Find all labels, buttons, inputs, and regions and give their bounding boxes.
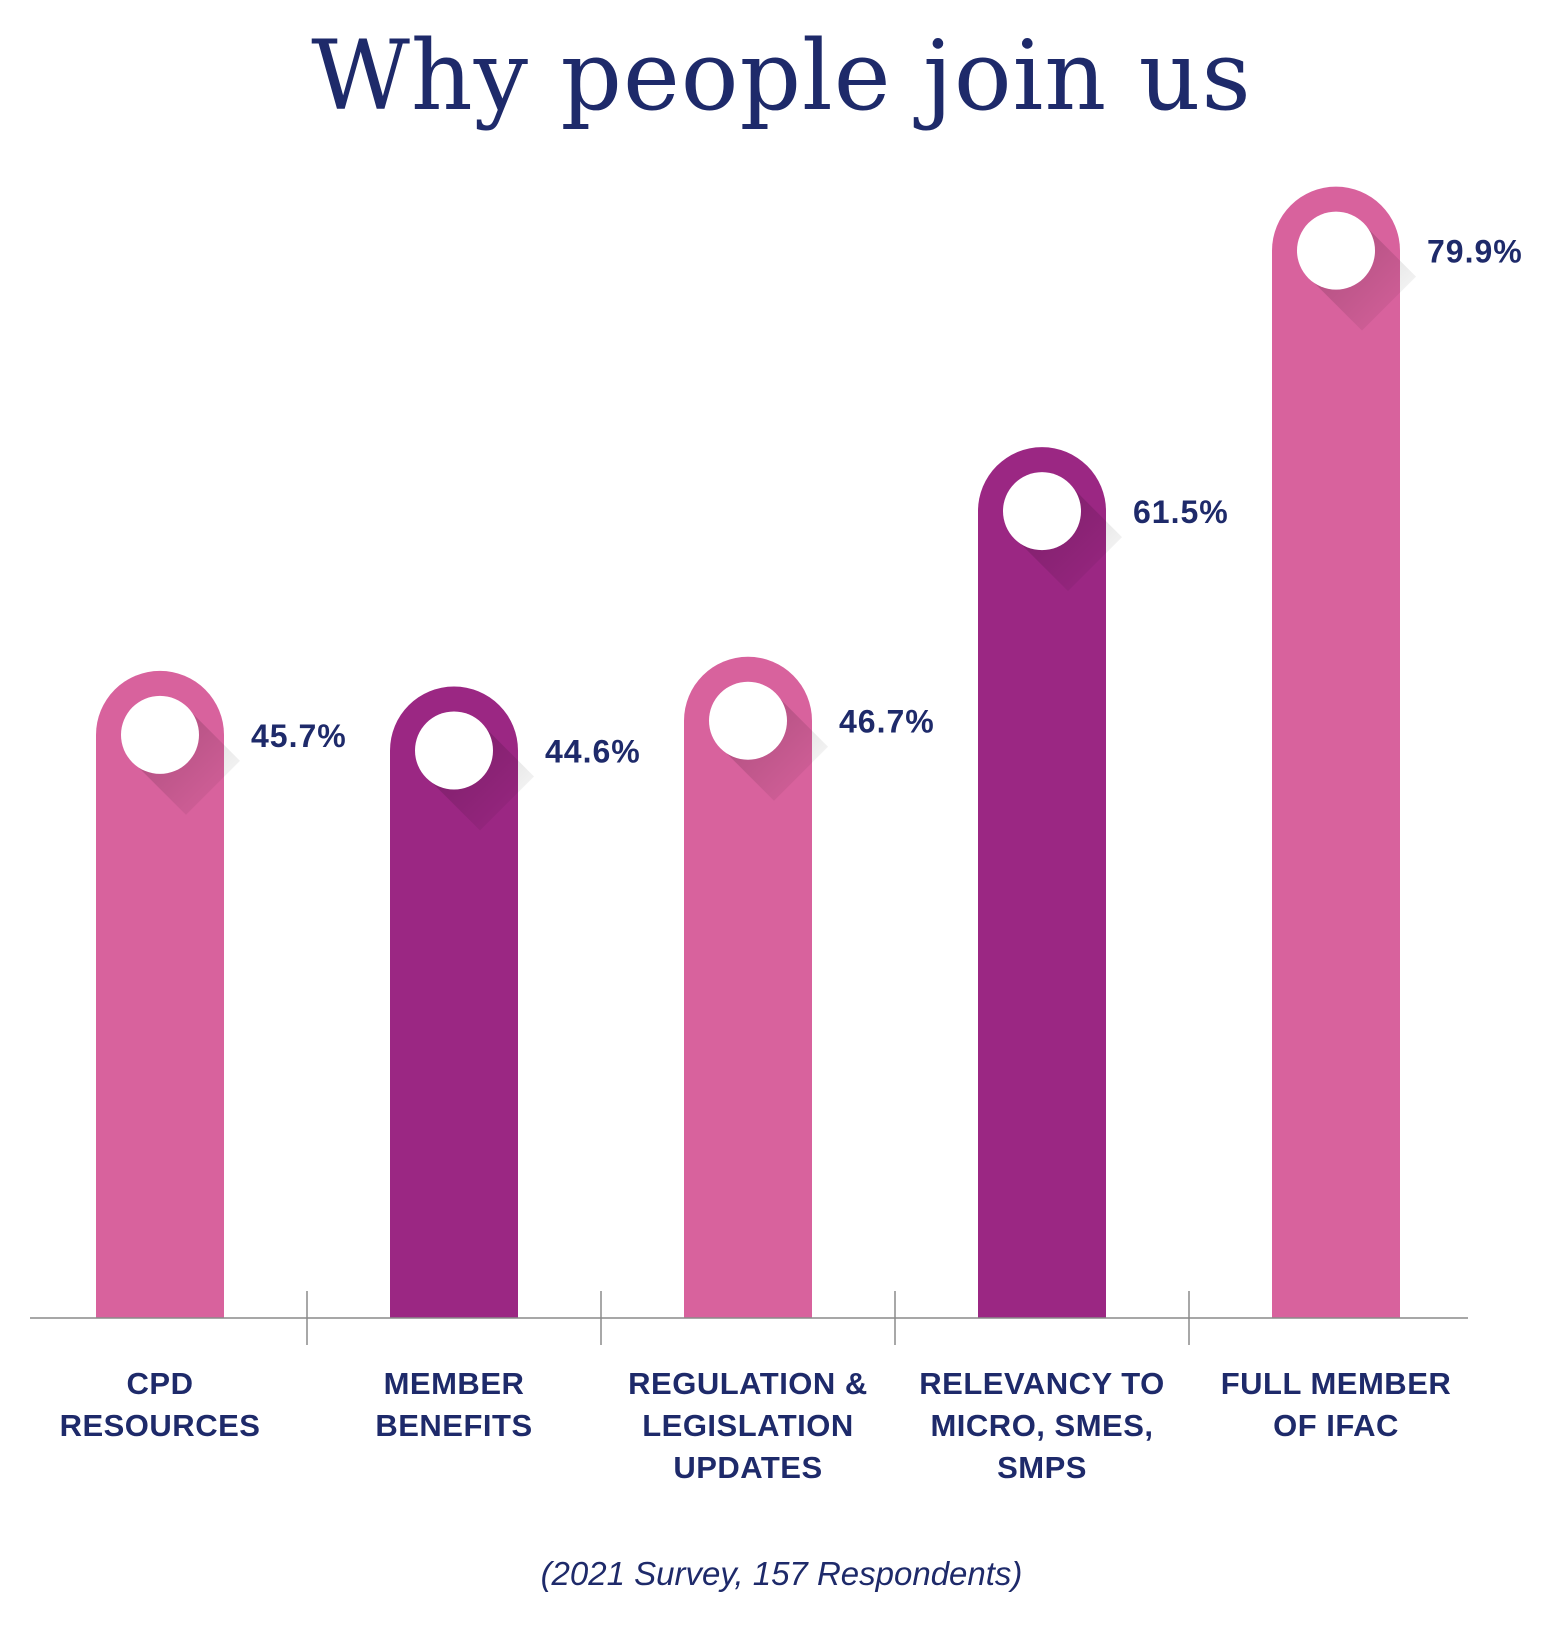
category-label: RELEVANCY TO MICRO, SMES, SMPS [919,1366,1165,1485]
footnote: (2021 Survey, 157 Respondents) [540,1555,1023,1592]
bar-hole [1003,472,1081,551]
data-label: 46.7% [839,704,935,740]
bar-hole [709,681,787,760]
category-label: FULL MEMBER OF IFAC [1220,1366,1452,1443]
category-label: REGULATION & LEGISLATION UPDATES [628,1366,868,1485]
bar [96,670,224,1318]
bar-hole [1297,211,1375,290]
category-label: MEMBER BENEFITS [375,1366,533,1443]
data-label: 45.7% [251,718,347,754]
bar [390,686,518,1318]
bar [684,656,812,1318]
category-label: CPD RESOURCES [59,1366,261,1443]
bar-hole [121,695,199,774]
bar-hole [415,711,493,790]
bar [978,447,1106,1318]
data-label: 44.6% [545,733,641,769]
data-label: 79.9% [1427,234,1523,270]
chart-title: Why people join us [311,20,1252,132]
data-label: 61.5% [1133,494,1229,530]
bar [1272,186,1400,1319]
